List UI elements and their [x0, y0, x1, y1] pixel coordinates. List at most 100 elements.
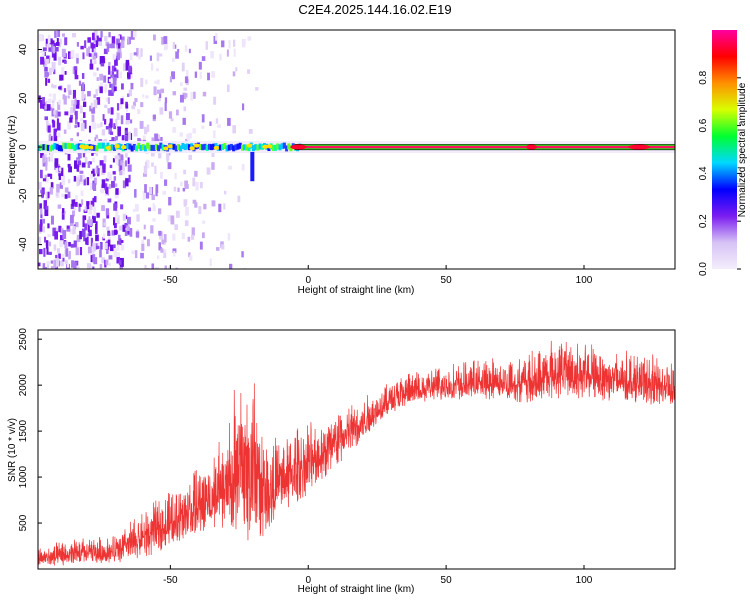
noise-cell: [90, 200, 95, 207]
noise-cell: [241, 103, 245, 111]
noise-cell: [124, 130, 128, 135]
noise-cell: [174, 224, 178, 231]
noise-cell: [111, 137, 115, 142]
colorbar-tick-label: 0.6: [698, 118, 709, 132]
noise-cell: [88, 161, 92, 165]
noise-cell: [91, 107, 96, 114]
noise-cell: [62, 230, 67, 239]
noise-cell: [86, 263, 91, 269]
noise-cell: [227, 117, 231, 126]
noise-cell: [62, 33, 65, 37]
noise-cell: [223, 203, 226, 210]
noise-cell: [188, 252, 191, 258]
noise-cell: [96, 35, 99, 41]
noise-cell: [120, 115, 124, 125]
spectrogram-frame: [37, 29, 676, 270]
noise-cell: [150, 63, 154, 71]
noise-cell: [116, 215, 120, 225]
noise-cell: [120, 240, 124, 244]
noise-cell: [124, 133, 129, 142]
noise-cell: [60, 167, 64, 176]
noise-cell: [158, 153, 162, 159]
band-peak: [87, 145, 94, 150]
noise-cell: [190, 234, 195, 240]
noise-cell: [115, 210, 119, 219]
noise-cell: [88, 209, 93, 215]
noise-cell: [142, 191, 146, 201]
noise-cell: [180, 94, 184, 103]
noise-cell: [56, 166, 61, 173]
band-cell: [251, 145, 255, 152]
noise-cell: [42, 96, 45, 104]
noise-cell: [202, 91, 207, 97]
band-cell: [62, 142, 66, 149]
noise-cell: [115, 188, 119, 195]
band-cell: [223, 143, 227, 150]
noise-cell: [53, 135, 58, 142]
noise-cell: [150, 225, 154, 234]
noise-cell: [198, 206, 202, 215]
band-cell: [258, 143, 262, 150]
noise-cell: [62, 257, 65, 262]
noise-cell: [91, 170, 95, 177]
noise-cell: [90, 102, 93, 109]
noise-cell: [41, 190, 44, 199]
spectrogram-y-label: Frequency (Hz): [7, 116, 18, 185]
noise-cell: [108, 128, 112, 135]
noise-cell: [146, 239, 150, 247]
noise-cell: [105, 208, 110, 216]
noise-cell: [59, 38, 62, 45]
noise-cell: [106, 248, 109, 254]
noise-cell: [47, 125, 51, 133]
noise-cell: [39, 222, 43, 232]
noise-cell: [152, 205, 156, 212]
noise-cell: [224, 190, 227, 195]
noise-cell: [118, 189, 121, 195]
noise-cell: [80, 122, 85, 132]
colorbar-label: Normalized spectral amplitude: [737, 82, 748, 217]
noise-cell: [112, 158, 115, 163]
noise-cell: [183, 106, 187, 112]
noise-cell: [106, 226, 110, 231]
noise-cell: [82, 112, 86, 118]
noise-cell: [44, 116, 48, 121]
band-peak: [167, 144, 174, 149]
noise-cell: [74, 202, 78, 207]
noise-cell: [136, 214, 140, 222]
noise-cell: [76, 266, 80, 269]
noise-cell: [55, 192, 59, 197]
noise-cell: [95, 88, 98, 97]
noise-cell: [160, 136, 163, 142]
noise-cell: [201, 114, 205, 123]
noise-cell: [107, 108, 111, 114]
noise-cell: [167, 215, 172, 222]
noise-cell: [106, 43, 110, 52]
noise-cell: [67, 95, 70, 99]
noise-cell: [43, 51, 46, 57]
noise-cell: [42, 47, 47, 52]
y-tick-label: -40: [18, 237, 29, 252]
noise-cell: [47, 98, 52, 104]
noise-cell: [185, 206, 189, 216]
noise-cell: [164, 265, 167, 269]
noise-cell: [63, 129, 67, 134]
noise-cell: [91, 114, 95, 124]
noise-cell: [56, 37, 59, 46]
noise-cell: [38, 236, 41, 245]
band-cell: [152, 144, 156, 151]
noise-cell: [48, 93, 52, 97]
noise-cell: [51, 103, 55, 109]
noise-cell: [182, 187, 186, 192]
band-cell: [240, 144, 244, 151]
noise-cell: [175, 51, 179, 59]
noise-cell: [184, 184, 189, 189]
noise-cell: [247, 69, 251, 74]
noise-cell: [117, 234, 121, 241]
noise-cell: [126, 112, 130, 121]
noise-cell: [120, 244, 125, 251]
band-cell: [143, 145, 147, 152]
noise-cell: [60, 235, 64, 241]
x-tick-label: 100: [576, 575, 593, 586]
band-cell: [188, 144, 192, 151]
noise-cell: [87, 91, 91, 97]
